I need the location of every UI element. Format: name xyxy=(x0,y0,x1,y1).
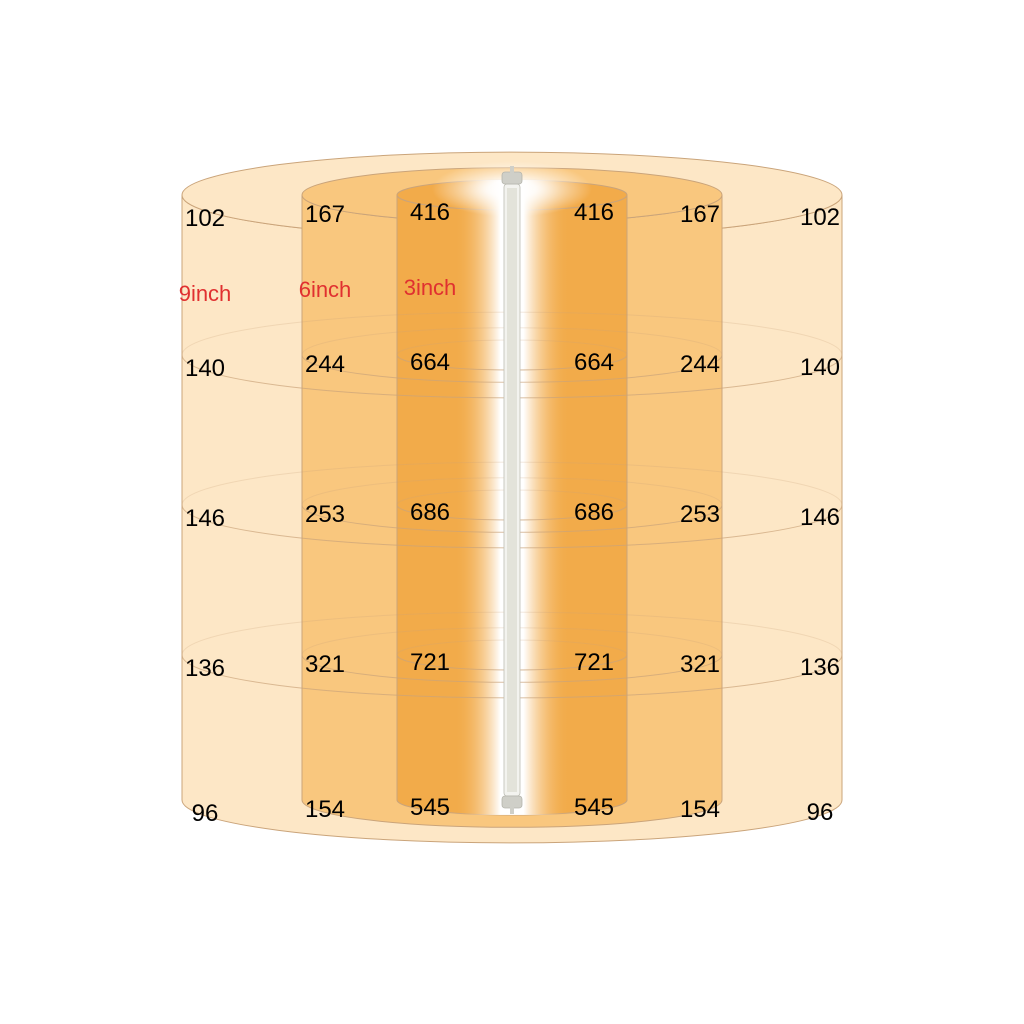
distance-label: 6inch xyxy=(299,277,352,303)
intensity-value: 664 xyxy=(410,349,450,377)
intensity-value: 321 xyxy=(305,651,345,679)
intensity-value: 721 xyxy=(574,649,614,677)
intensity-value: 136 xyxy=(800,654,840,682)
distance-label: 9inch xyxy=(179,281,232,307)
intensity-value: 140 xyxy=(800,354,840,382)
intensity-value: 545 xyxy=(410,794,450,822)
intensity-value: 154 xyxy=(680,796,720,824)
intensity-value: 167 xyxy=(680,201,720,229)
intensity-value: 545 xyxy=(574,794,614,822)
intensity-value: 146 xyxy=(800,504,840,532)
intensity-value: 146 xyxy=(185,505,225,533)
intensity-value: 96 xyxy=(807,799,834,827)
intensity-value: 154 xyxy=(305,796,345,824)
intensity-value: 96 xyxy=(192,800,219,828)
intensity-value: 721 xyxy=(410,649,450,677)
intensity-value: 140 xyxy=(185,355,225,383)
intensity-value: 253 xyxy=(305,501,345,529)
intensity-value: 416 xyxy=(574,199,614,227)
intensity-value: 167 xyxy=(305,201,345,229)
intensity-value: 244 xyxy=(305,351,345,379)
intensity-value: 686 xyxy=(574,499,614,527)
intensity-value: 664 xyxy=(574,349,614,377)
intensity-value: 102 xyxy=(800,204,840,232)
intensity-value: 102 xyxy=(185,205,225,233)
intensity-value: 416 xyxy=(410,199,450,227)
intensity-value: 686 xyxy=(410,499,450,527)
intensity-value: 136 xyxy=(185,655,225,683)
intensity-value: 244 xyxy=(680,351,720,379)
light-distribution-diagram xyxy=(0,0,1024,1024)
distance-label: 3inch xyxy=(404,275,457,301)
intensity-value: 321 xyxy=(680,651,720,679)
intensity-value: 253 xyxy=(680,501,720,529)
